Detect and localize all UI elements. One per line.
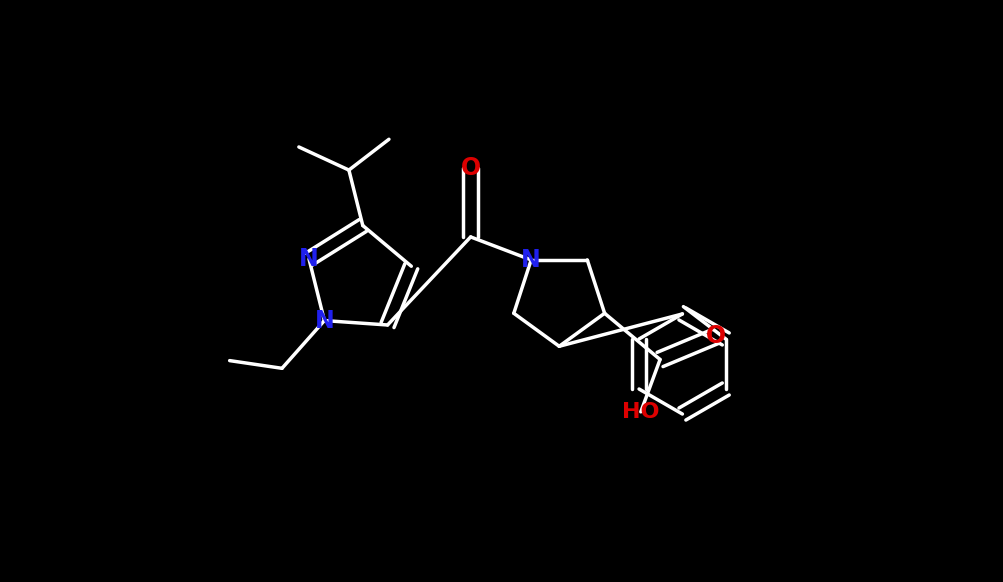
Text: N: N [314, 308, 334, 332]
Text: O: O [460, 155, 480, 180]
Text: N: N [521, 248, 541, 272]
Text: HO: HO [622, 402, 659, 422]
Text: N: N [299, 247, 319, 271]
Text: O: O [705, 324, 725, 349]
